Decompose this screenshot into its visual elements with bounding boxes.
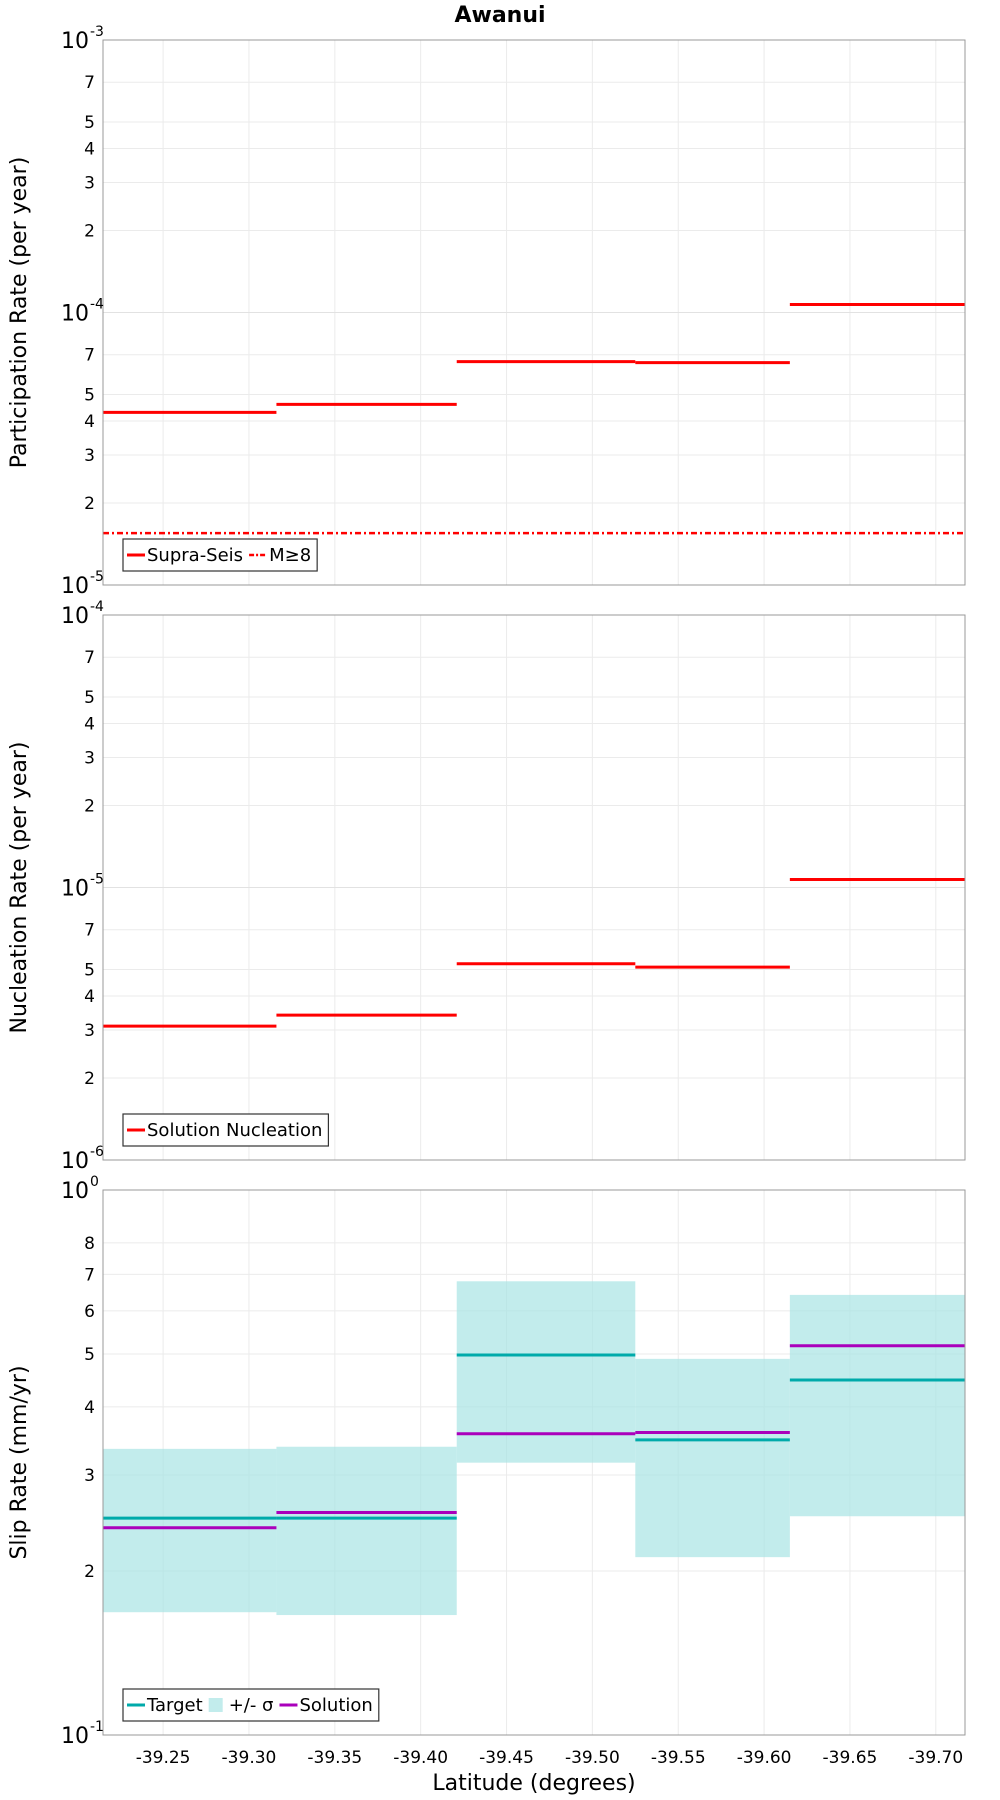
y-tick-label: 7 [84,73,95,93]
y-tick-label: 7 [84,1265,95,1285]
x-tick-label: -39.65 [823,1748,878,1768]
y-tick-label: 7 [84,346,95,366]
y-tick-label-major: 10 [61,29,89,54]
y-tick-label-major: 10 [61,302,89,327]
legend: Supra-Seis M≥8 [122,538,318,572]
y-tick-label: 4 [84,987,95,1007]
chart-title: Awanui [454,3,545,28]
y-tick-label: 3 [84,1466,95,1486]
y-tick-label: 2 [84,1562,95,1582]
plot-border [102,1189,966,1736]
y-tick-exponent: -4 [90,297,104,313]
x-tick-label: -39.60 [737,1748,792,1768]
plot-border [102,39,966,586]
y-tick-exponent: -3 [90,24,104,40]
sigma-band [276,1446,457,1616]
y-axis-label: Slip Rate (mm/yr) [7,1365,32,1559]
x-tick-label: -39.25 [136,1748,191,1768]
y-axis-label: Nucleation Rate (per year) [7,742,32,1034]
legend-label: Supra-Seis [147,545,243,566]
y-tick-label-major: 10 [61,574,89,599]
y-tick-exponent: -5 [90,872,104,888]
y-tick-label: 3 [84,446,95,466]
sigma-band [456,1281,636,1463]
x-tick-label: -39.35 [307,1748,362,1768]
legend-label: Solution Nucleation [147,1120,322,1141]
y-tick-label: 5 [84,961,95,981]
y-tick-label: 5 [84,386,95,406]
legend-label: +/- σ [229,1695,274,1716]
legend-box [122,1113,330,1147]
sigma-band [635,1358,790,1558]
y-axis-label: Participation Rate (per year) [7,157,32,469]
legend-label: Solution [299,1695,372,1716]
legend-box [122,1688,380,1722]
x-tick-label: -39.45 [479,1748,534,1768]
y-tick-exponent: -5 [90,569,104,585]
plot-border [102,614,966,1161]
y-tick-label: 4 [84,412,95,432]
legend-box [122,538,318,572]
y-tick-label: 2 [84,796,95,816]
legend: Solution Nucleation [122,1113,330,1147]
y-tick-exponent: 0 [90,1174,99,1190]
y-tick-label: 2 [84,1069,95,1089]
legend: Target +/- σ Solution [122,1688,380,1722]
y-tick-label: 7 [84,921,95,941]
y-tick-label-major: 10 [61,1724,89,1749]
y-tick-label-major: 10 [61,1179,89,1204]
y-tick-label: 6 [84,1302,95,1322]
y-tick-label: 3 [84,173,95,193]
legend-key [208,1698,223,1712]
y-tick-label: 4 [84,1398,95,1418]
x-axis-label: Latitude (degrees) [432,1771,635,1796]
y-tick-label: 3 [84,748,95,768]
sigma-band [789,1294,965,1517]
y-tick-label: 5 [84,113,95,133]
sigma-band [103,1448,277,1613]
legend-label: M≥8 [269,545,311,566]
y-tick-label-major: 10 [61,1149,89,1174]
y-tick-label: 4 [84,139,95,159]
y-tick-label: 3 [84,1021,95,1041]
y-tick-label-major: 10 [61,877,89,902]
y-tick-exponent: -4 [90,599,104,615]
y-tick-label: 5 [84,1345,95,1365]
legend-label: Target [146,1695,203,1716]
x-tick-label: -39.40 [393,1748,448,1768]
y-tick-label: 4 [84,714,95,734]
y-tick-label: 2 [84,494,95,514]
y-tick-label: 5 [84,688,95,708]
x-tick-label: -39.30 [222,1748,277,1768]
y-tick-exponent: -1 [90,1719,104,1735]
y-tick-label: 8 [84,1234,95,1254]
x-tick-label: -39.50 [565,1748,620,1768]
y-tick-label-major: 10 [61,604,89,629]
x-tick-label: -39.55 [651,1748,706,1768]
y-tick-label: 2 [84,221,95,241]
y-tick-exponent: -6 [90,1144,104,1160]
y-tick-label: 7 [84,648,95,668]
x-tick-label: -39.70 [908,1748,963,1768]
